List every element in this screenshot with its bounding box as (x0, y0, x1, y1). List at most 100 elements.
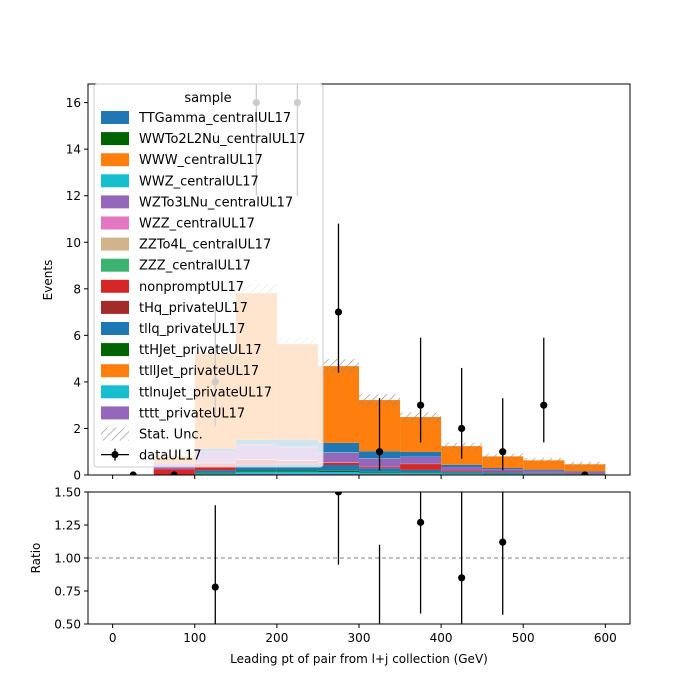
stack-bar-tllq-5 (317, 464, 359, 471)
legend-entry: dataUL17 (101, 448, 202, 464)
legend-label: ZZTo4L_centralUL17 (139, 238, 271, 253)
stack-bar-WZTo3LNu-7 (400, 456, 442, 464)
legend-label: ttHJet_privateUL17 (139, 343, 262, 358)
legend-entry: tHq_privateUL17 (101, 300, 248, 316)
ratio-point-0 (211, 583, 219, 591)
legend-entry: TTGamma_centralUL17 (101, 111, 291, 126)
legend-swatch (101, 237, 129, 251)
legend-swatch (101, 406, 129, 420)
legend-swatch (101, 174, 129, 188)
stack-bar-ttHJet-5 (317, 470, 359, 472)
ratio-point-2 (376, 640, 383, 647)
stack-bar-ttlnuJet-6 (359, 472, 401, 475)
ratio-y-tick-label: 0.50 (54, 618, 81, 632)
data-point-1 (170, 471, 178, 475)
ratio-plot: 0.50 0.75 1.00 1.25 1.50 0 100 200 300 400 500 600… (29, 486, 631, 666)
legend-swatch (101, 111, 129, 124)
stack-bar-ttHJet-4 (276, 470, 318, 472)
y-tick-label: 10 (66, 236, 81, 250)
stack-bar-WZTo3LNu-8 (441, 467, 483, 471)
data-point-8 (458, 424, 466, 433)
ratio-point-3 (416, 518, 425, 526)
stack-bar-ttllJet-11 (564, 464, 606, 472)
stack-bar-nonprompt-9 (482, 471, 524, 473)
legend-title: sample (184, 91, 231, 106)
x-axis-label: Leading pt of pair from l+j collection (… (230, 652, 488, 666)
stack-bar-TTGamma-10 (523, 469, 565, 471)
y-tick-label: 12 (66, 189, 81, 203)
legend-label: Stat. Unc. (139, 428, 203, 443)
data-point-5 (334, 308, 343, 316)
stack-bar-ttlnuJet-8 (441, 473, 483, 475)
ratio-y-tick-label: 1.50 (54, 486, 81, 500)
x-tick-label: 100 (183, 631, 206, 645)
ratio-y-tick-label: 0.75 (54, 585, 81, 599)
legend-swatch (101, 322, 129, 335)
x-tick-label: 600 (594, 631, 617, 645)
data-point-7 (416, 401, 425, 409)
stack-bar-nonprompt-8 (441, 470, 483, 472)
ratio-plot-background (88, 492, 630, 624)
legend-box (93, 83, 324, 468)
stack-bar-ttlnuJet-7 (400, 472, 442, 475)
stack-bar-ttlnuJet-4 (276, 471, 318, 474)
legend-swatch (101, 153, 129, 167)
stack-bar-tttt-5 (317, 473, 359, 475)
stack-bar-nonprompt-5 (317, 462, 359, 465)
legend-entry: WWTo2L2Nu_centralUL17 (101, 132, 305, 147)
legend-label: ttllJet_privateUL17 (139, 364, 259, 379)
stack-bar-ttllJet-5 (317, 366, 359, 443)
y-tick-label: 0 (73, 469, 81, 483)
stack-bar-tllq-8 (441, 471, 483, 473)
legend-swatch (101, 427, 129, 441)
legend-label: tttt_privateUL17 (139, 406, 245, 421)
stack-bar-tttt-4 (276, 473, 318, 475)
legend-entry: ttllJet_privateUL17 (101, 364, 259, 379)
ratio-y-axis-label: Ratio (29, 543, 43, 574)
legend-entry: tttt_privateUL17 (101, 406, 245, 421)
legend-entry: WWZ_centralUL17 (101, 174, 259, 189)
ratio-y-tick-label: 1.00 (54, 552, 81, 566)
legend-swatch (101, 385, 129, 399)
stack-bar-tllq-10 (523, 473, 565, 474)
legend-swatch (101, 300, 129, 314)
stat-unc-band-10 (523, 458, 565, 463)
x-tick-label: 200 (265, 631, 288, 645)
ratio-point-5 (499, 538, 507, 546)
legend-entry: WWW_centralUL17 (101, 153, 263, 168)
y-tick-label: 8 (73, 282, 81, 296)
ratio-point-4 (458, 574, 466, 582)
stack-bar-TTGamma-8 (441, 464, 483, 468)
legend-label: WWTo2L2Nu_centralUL17 (139, 132, 305, 147)
y-tick-label: 16 (66, 96, 81, 110)
legend-swatch-marker (111, 451, 119, 459)
legend-label: tllq_privateUL17 (139, 322, 245, 337)
stack-bar-ttHJet-7 (400, 472, 442, 473)
y-tick-label: 14 (66, 143, 81, 157)
y-tick-label: 2 (73, 422, 81, 436)
stack-bar-WZTo3LNu-10 (523, 470, 565, 473)
legend-swatch (101, 195, 129, 209)
stack-bar-ttlnuJet-2 (194, 473, 236, 475)
ratio-y-tick-label: 1.25 (54, 519, 81, 533)
stat-unc-band-11 (564, 461, 606, 467)
legend-label: WZZ_centralUL17 (139, 217, 255, 232)
legend-label: dataUL17 (139, 449, 202, 464)
legend-label: nonpromptUL17 (139, 280, 244, 295)
stack-bar-tllq-2 (194, 470, 236, 473)
stack-bar-ttlnuJet-3 (235, 471, 277, 474)
legend-label: WWW_centralUL17 (139, 153, 263, 168)
legend-entry: WZZ_centralUL17 (101, 216, 255, 232)
y-tick-label: 4 (73, 375, 81, 389)
stack-bar-tllq-7 (400, 469, 442, 473)
legend-entry: Stat. Unc. (101, 427, 203, 443)
legend-label: tHq_privateUL17 (139, 301, 248, 316)
legend-label: TTGamma_centralUL17 (138, 111, 291, 126)
legend-entry: ttHJet_privateUL17 (101, 343, 262, 358)
stack-bar-tllq-9 (482, 472, 524, 474)
stack-bar-ttHJet-2 (194, 472, 236, 474)
x-tick-label: 500 (512, 631, 535, 645)
legend-entry: WZTo3LNu_centralUL17 (101, 195, 293, 210)
legend: sample TTGamma_centralUL17 WWTo2L2Nu_cent… (93, 83, 324, 468)
